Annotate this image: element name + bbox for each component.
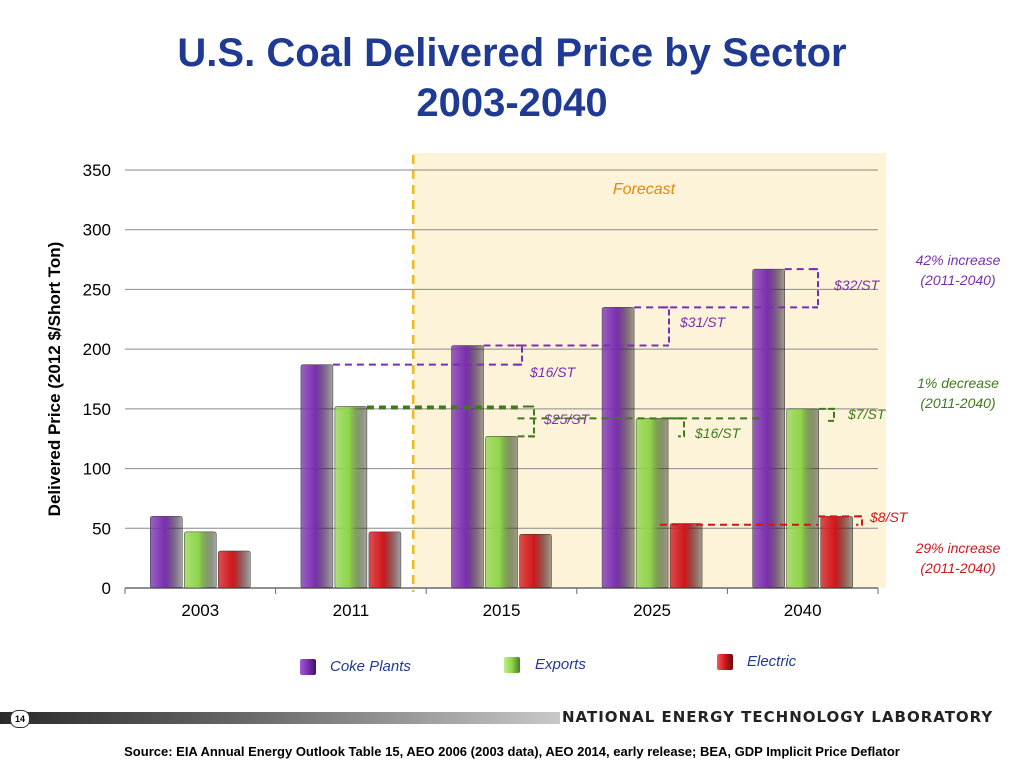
- side-note-coke: (2011-2040): [920, 272, 995, 288]
- bar: [485, 436, 518, 589]
- y-tick-label: 200: [83, 340, 111, 359]
- y-tick-label: 50: [92, 519, 111, 538]
- footer-bar: [0, 712, 560, 724]
- bar: [752, 268, 785, 589]
- y-axis-label: Delivered Price (2012 $/Short Ton): [45, 242, 64, 517]
- annotation-bracket-exports-2040: [828, 407, 835, 422]
- lab-name: NATIONAL ENERGY TECHNOLOGY LABORATORY: [562, 708, 994, 726]
- side-note-exports: (2011-2040): [920, 395, 995, 411]
- annotation-bracket-coke-2040: [812, 268, 819, 309]
- page-number: 14: [10, 710, 30, 728]
- annotation-exports-2040: $7/ST: [847, 406, 887, 422]
- bar: [150, 516, 183, 589]
- forecast-label: Forecast: [613, 181, 676, 198]
- bar: [184, 531, 217, 589]
- y-tick-label: 250: [83, 280, 111, 299]
- bar: [368, 531, 402, 589]
- annotation-coke-2015: $16/ST: [529, 364, 577, 380]
- x-tick-label: 2025: [633, 601, 671, 620]
- legend-swatch-electric: [717, 654, 733, 670]
- y-tick-label: 0: [102, 579, 111, 598]
- y-tick-label: 150: [83, 400, 111, 419]
- x-tick-label: 2040: [784, 601, 822, 620]
- bar: [669, 523, 703, 589]
- side-note-coke: 42% increase: [916, 252, 1001, 268]
- chart-title: U.S. Coal Delivered Price by Sector: [177, 31, 847, 75]
- annotation-coke-2025: $31/ST: [679, 314, 727, 330]
- bar: [334, 406, 368, 589]
- source-note: Source: EIA Annual Energy Outlook Table …: [124, 744, 900, 759]
- bar: [300, 364, 334, 589]
- bar: [451, 345, 484, 589]
- legend-label-electric: Electric: [747, 653, 797, 670]
- annotation-bracket-electric-2040: [856, 515, 863, 526]
- legend-swatch-exports: [504, 657, 520, 673]
- x-tick-label: 2003: [181, 601, 219, 620]
- annotation-electric-2040: $8/ST: [869, 509, 909, 525]
- annotation-exports-2025: $16/ST: [694, 425, 742, 441]
- bar: [820, 516, 853, 589]
- annotation-bracket-coke-2025: [663, 306, 670, 347]
- bar: [786, 408, 819, 589]
- legend-swatch-coke-plants: [300, 659, 316, 675]
- y-tick-label: 100: [83, 460, 111, 479]
- side-note-electric: (2011-2040): [920, 560, 995, 576]
- x-tick-label: 2015: [483, 601, 521, 620]
- legend-label-exports: Exports: [535, 656, 586, 673]
- annotation-bracket-exports-2015: [528, 405, 535, 438]
- annotation-bracket-coke-2015: [516, 344, 523, 366]
- y-tick-label: 300: [83, 221, 111, 240]
- y-tick-label: 350: [83, 161, 111, 180]
- legend-label-coke-plants: Coke Plants: [330, 658, 411, 675]
- bar-chart: Forecast 0 50 100 150 200 250 300 350 Delivered P…: [45, 153, 1001, 620]
- side-note-electric: 29% increase: [915, 540, 1001, 556]
- bar: [635, 418, 669, 589]
- side-note-exports: 1% decrease: [917, 375, 999, 391]
- bar: [519, 534, 552, 589]
- bar: [218, 550, 251, 589]
- x-tick-label: 2011: [333, 601, 370, 620]
- bar: [601, 307, 635, 589]
- annotation-coke-2040: $32/ST: [833, 277, 881, 293]
- chart-subtitle: 2003-2040: [416, 81, 608, 125]
